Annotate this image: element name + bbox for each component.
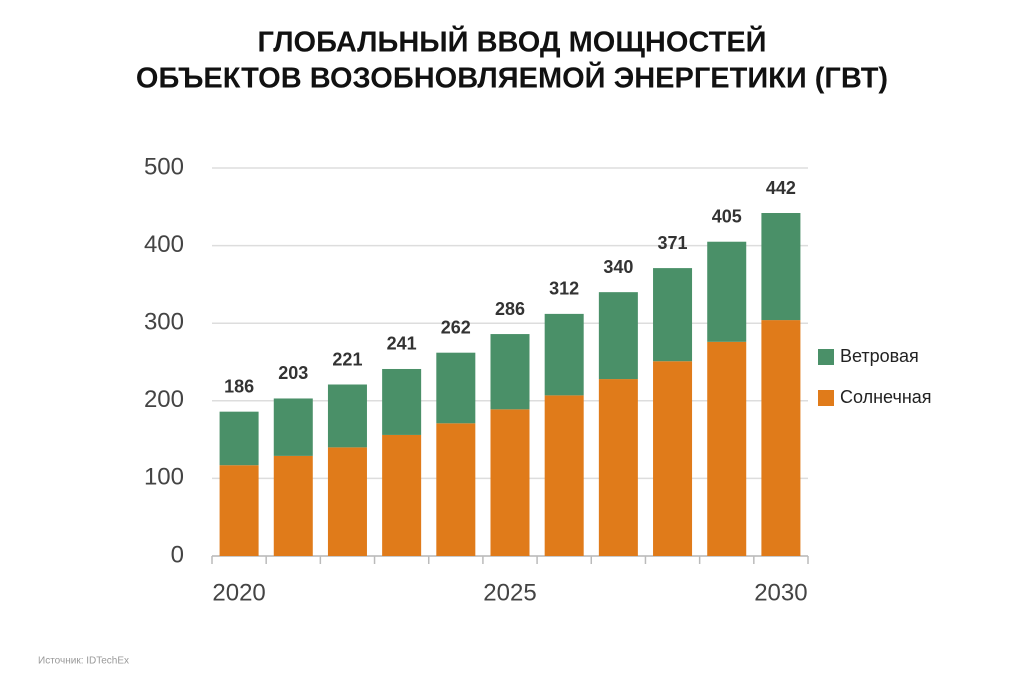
bar-segment xyxy=(544,395,584,556)
total-label: 221 xyxy=(332,349,362,369)
bar-segment xyxy=(598,379,638,556)
bar-segment xyxy=(761,320,801,556)
bar-segment xyxy=(653,361,693,556)
bar-segment xyxy=(707,341,747,556)
legend-swatch xyxy=(818,349,834,365)
bar-segment xyxy=(219,465,259,556)
y-tick-label: 500 xyxy=(144,153,184,180)
bar-segment xyxy=(219,411,259,466)
y-tick-label: 400 xyxy=(144,231,184,258)
x-tick-label: 2020 xyxy=(212,579,265,606)
bar-segment xyxy=(327,447,367,556)
bar-segment xyxy=(653,268,693,362)
total-label: 262 xyxy=(441,317,471,337)
bar-segment xyxy=(707,241,747,342)
total-label: 371 xyxy=(658,233,688,253)
chart-title: ГЛОБАЛЬНЫЙ ВВОД МОЩНОСТЕЙ xyxy=(257,25,766,59)
y-tick-label: 300 xyxy=(144,309,184,336)
total-label: 405 xyxy=(712,206,742,226)
total-label: 312 xyxy=(549,279,579,299)
total-label: 286 xyxy=(495,299,525,319)
legend-label: Солнечная xyxy=(840,387,932,407)
total-label: 186 xyxy=(224,376,254,396)
y-tick-label: 0 xyxy=(171,541,184,568)
bar-segment xyxy=(273,398,313,456)
chart-title: ОБЪЕКТОВ ВОЗОБНОВЛЯЕМОЙ ЭНЕРГЕТИКИ (ГВТ) xyxy=(136,61,888,95)
total-label: 442 xyxy=(766,178,796,198)
bar-segment xyxy=(761,213,801,321)
bar-segment xyxy=(490,409,530,556)
bar-segment xyxy=(544,313,584,396)
bar-segment xyxy=(490,334,530,410)
y-tick-label: 100 xyxy=(144,464,184,491)
bar-segment xyxy=(598,292,638,380)
x-tick-label: 2025 xyxy=(483,579,536,606)
bar-segment xyxy=(327,384,367,448)
legend-swatch xyxy=(818,390,834,406)
total-label: 203 xyxy=(278,363,308,383)
source-note: Источник: IDTechEx xyxy=(38,656,129,667)
bar-segment xyxy=(436,423,476,556)
total-label: 241 xyxy=(387,334,417,354)
bar-segment xyxy=(382,434,422,556)
total-label: 340 xyxy=(603,257,633,277)
legend-label: Ветровая xyxy=(840,346,919,366)
bar-segment xyxy=(382,368,422,435)
x-tick-label: 2030 xyxy=(754,579,807,606)
bar-segment xyxy=(436,352,476,424)
bar-segment xyxy=(273,455,313,556)
y-tick-label: 200 xyxy=(144,386,184,413)
